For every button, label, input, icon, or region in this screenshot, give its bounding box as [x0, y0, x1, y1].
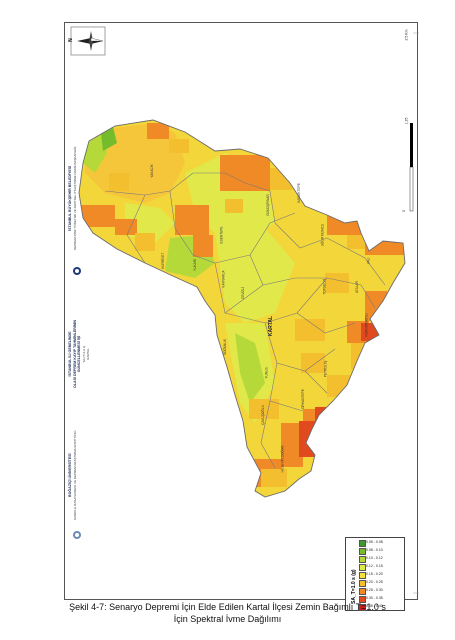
neighborhood-label: TOPSELVİ	[322, 279, 327, 295]
project-title-block: İSTANBUL İLİ GENELİNDE OLASI DEPREM KAYI…	[68, 320, 90, 388]
neighborhood-label: ATALAR	[354, 281, 359, 293]
legend-item: 0.20 - 0.25	[359, 580, 405, 587]
legend-label: 0.05 - 0.08	[366, 540, 383, 544]
legend-label: 0.10 - 0.12	[366, 556, 383, 560]
legend-label: 0.30 - 0.35	[366, 596, 383, 600]
map-canvas	[70, 26, 419, 594]
legend-swatch	[359, 588, 366, 595]
legend-item: 0.35 - 0.40	[359, 604, 405, 611]
legend-label: 0.15 - 0.20	[366, 572, 383, 576]
caption-line-1: Şekil 4-7: Senaryo Depremi İçin Elde Edi…	[69, 602, 386, 612]
legend-swatch	[359, 564, 366, 571]
neighborhood-label: HÜSEYİN DOĞAN	[280, 445, 285, 473]
figure-caption: Şekil 4-7: Senaryo Depremi İçin Elde Edi…	[0, 601, 455, 625]
neighborhood-label: YUKARI	[192, 259, 197, 271]
hazard-raster	[79, 120, 405, 497]
north-label: N	[67, 38, 74, 42]
neighborhood-label: YUNUS	[264, 367, 269, 379]
neighborhood-label: ÇAVUŞOĞLU	[260, 405, 265, 425]
university-logo-icon	[73, 531, 81, 539]
legend-title: SA_T=1.0 s (g)	[351, 569, 357, 604]
map-frame: N 0 1.25 2.5 Km KARTAL YAKACIK ESENTEPE …	[64, 22, 419, 611]
neighborhood-label: KARLIKTEPE	[296, 183, 301, 203]
neighborhood-label: YALI	[366, 257, 371, 265]
legend-label: 0.20 - 0.25	[366, 580, 383, 584]
legend-label: 0.25 - 0.30	[366, 588, 383, 592]
legend-swatch	[359, 580, 366, 587]
institution-block-1: BOĞAZİÇİ ÜNİVERSİTESİ KANDİLLİ RASATHANE…	[68, 431, 77, 520]
legend-swatch	[359, 604, 366, 611]
neighborhood-label: ESENTEPE	[219, 226, 224, 244]
neighborhood-label: KORDONBOYU	[364, 313, 369, 337]
institution-2-subtitle: DEPREM RİSK YÖNETİMİ VE KENTSEL İYİLEŞTİ…	[72, 146, 77, 250]
scale-label-max: 2.5 Km	[404, 29, 409, 41]
legend-item: 0.10 - 0.12	[359, 556, 405, 563]
legend-item: 0.05 - 0.08	[359, 540, 405, 547]
district-name-label: KARTAL	[268, 315, 275, 337]
legend-swatch	[359, 556, 366, 563]
scale-label-0: 0	[401, 210, 406, 212]
legend-label: 0.12 - 0.15	[366, 564, 383, 568]
neighborhood-boundaries	[104, 172, 386, 469]
neighborhood-label: SOĞANLIK	[223, 338, 228, 356]
legend-swatch	[359, 572, 366, 579]
neighborhood-label: KAYNARCA	[221, 270, 226, 288]
legend: SA_T=1.0 s (g) 0.05 - 0.08 0.08 - 0.10 0…	[345, 537, 405, 611]
legend-item: 0.12 - 0.15	[359, 564, 405, 571]
grid-ticks	[413, 32, 419, 594]
neighborhood-label: CEVİZLİ	[241, 286, 246, 300]
legend-item: 0.30 - 0.35	[359, 596, 405, 603]
scale-label-mid: 1.25	[404, 117, 409, 125]
neighborhood-label: UĞUR MUMCU	[320, 223, 325, 247]
legend-item: 0.25 - 0.30	[359, 588, 405, 595]
municipality-logo-icon	[73, 267, 81, 275]
legend-item: 0.15 - 0.20	[359, 572, 405, 579]
legend-label: 0.08 - 0.10	[366, 548, 383, 552]
map-district: KARTAL	[85, 348, 90, 360]
legend-swatch	[359, 596, 366, 603]
neighborhood-label: GÜMÜŞPINAR	[265, 194, 270, 216]
neighborhood-label: YAKACIK	[149, 164, 154, 178]
institution-1-subtitle: KANDİLLİ RASATHANESİ VE DEPREM ARAŞTIRMA…	[72, 430, 77, 520]
legend-item: 0.08 - 0.10	[359, 548, 405, 555]
legend-swatch	[359, 540, 366, 547]
north-arrow-icon	[70, 26, 106, 56]
neighborhood-label: PETROL İŞ	[323, 360, 328, 378]
legend-swatch	[359, 548, 366, 555]
legend-label: 0.35 - 0.40	[366, 604, 383, 608]
scale-bar	[409, 123, 414, 212]
neighborhood-label: ORHANTEPE	[300, 389, 305, 409]
institution-block-2: İSTANBUL BÜYÜKŞEHİR BELEDİYESİ DEPREM Rİ…	[68, 147, 77, 250]
caption-line-2: İçin Spektral İvme Dağılımı	[173, 614, 282, 624]
neighborhood-label: HÜRRİYET	[161, 252, 166, 270]
